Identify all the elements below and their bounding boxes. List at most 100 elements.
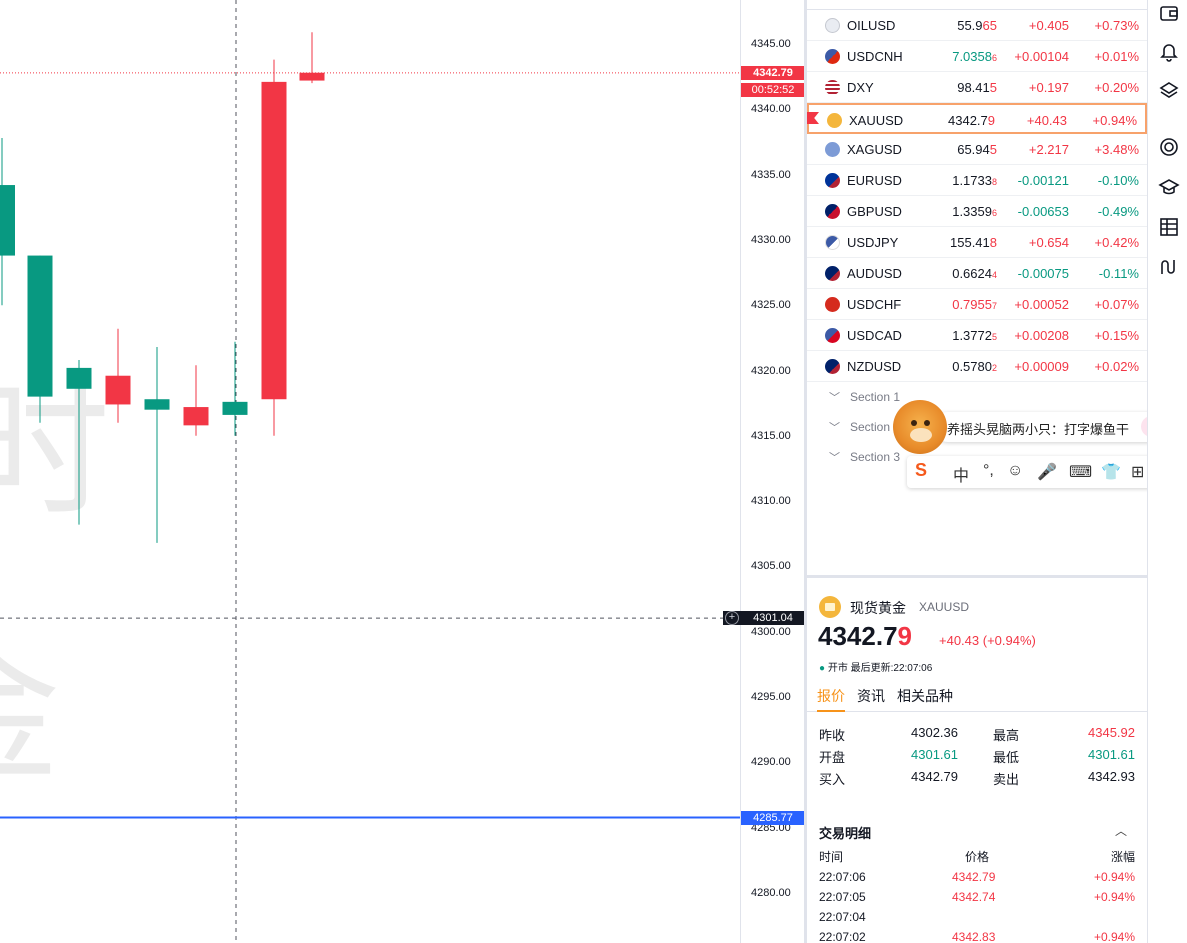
watchlist-change: +0.00009 (1014, 359, 1069, 374)
target-icon[interactable] (1158, 136, 1180, 158)
flag-marker-icon[interactable] (807, 112, 819, 124)
price-axis[interactable]: 4345.00 4340.00 4335.00 4330.00 4325.00 4320.… (723, 0, 805, 943)
watchlist-last-price: 0.79557 (952, 297, 997, 312)
trade-price: 4342.83 (952, 930, 996, 943)
trade-time: 22:07:06 (819, 870, 866, 884)
tab-quote[interactable]: 报价 (817, 686, 845, 712)
watchlist-section-1[interactable]: ﹀ Section 1 (807, 382, 1147, 412)
instrument-name: 现货黄金 (850, 600, 906, 616)
candle[interactable] (299, 32, 325, 84)
watchlist-section-2[interactable]: ﹀ Section 2 (807, 412, 1147, 442)
watchlist-row-xagusd[interactable]: XAGUSD 65.945 +2.217 +3.48% (807, 134, 1147, 165)
watchlist-change: -0.00653 (1017, 204, 1069, 219)
watchlist-change: +2.217 (1028, 142, 1069, 157)
layers-icon[interactable] (1158, 80, 1180, 102)
chinese-mode-icon[interactable]: 中 (953, 468, 970, 485)
horizontal-line-price-label: 4285.77 (741, 810, 805, 825)
watchlist-last-price: 1.37725 (952, 328, 997, 343)
emoji-icon[interactable]: ☺ (1007, 462, 1024, 479)
watchlist-row-gbpusd[interactable]: GBPUSD 1.33596 -0.00653 -0.49% (807, 196, 1147, 227)
watchlist-symbol: USDCNH (847, 49, 903, 64)
bell-icon[interactable] (1158, 40, 1180, 62)
trade-change-percent: +0.94% (1093, 870, 1135, 884)
section-label: Section 1 (850, 390, 901, 404)
skin-shirt-icon[interactable]: 👕 (1101, 464, 1121, 481)
chevron-up-icon[interactable]: ︿ (1114, 824, 1127, 838)
watchlist-row-eurusd[interactable]: EURUSD 1.17338 -0.00121 -0.10% (807, 165, 1147, 196)
watchlist-row-usdcnh[interactable]: USDCNH 7.03586 +0.00104 +0.01% (807, 41, 1147, 72)
price-tick-label: 4335.00 (751, 168, 791, 181)
us-flag-icon (825, 80, 840, 95)
bar-countdown-label: 00:52:52 (741, 82, 805, 97)
us-ca-flag-icon (825, 328, 840, 343)
candle[interactable] (183, 365, 209, 436)
watchlist-last-price: 4342.79 (948, 113, 995, 128)
price-tick-label: 4320.00 (751, 364, 791, 377)
watchlist-row-xauusd[interactable]: XAUUSD 4342.79 +40.43 +0.94% (807, 103, 1147, 134)
last-price-label: 4342.79 (741, 65, 805, 80)
watchlist-last-price: 65.945 (957, 142, 997, 157)
candlestick-chart[interactable]: 时 金 (0, 0, 740, 943)
tab-related[interactable]: 相关品种 (897, 688, 953, 704)
add-alert-plus-icon[interactable]: + (725, 611, 739, 626)
watchlist-row-oilusd[interactable]: OILUSD 55.965 +0.405 +0.73% (807, 10, 1147, 41)
punctuation-icon[interactable]: °, (983, 462, 994, 479)
watchlist-row-usdchf[interactable]: USDCHF 0.79557 +0.00052 +0.07% (807, 289, 1147, 320)
graduation-cap-icon[interactable] (1158, 176, 1180, 198)
tab-news[interactable]: 资讯 (857, 688, 885, 704)
gold-flag-icon (827, 113, 842, 128)
watchlist-change: +0.00104 (1014, 49, 1069, 64)
wallet-icon[interactable] (1158, 2, 1180, 24)
sogou-logo-icon[interactable]: S (915, 460, 928, 480)
price-tick-label: 4300.00 (751, 625, 791, 638)
watchlist-change: +0.00052 (1014, 297, 1069, 312)
watchlist-row-usdcad[interactable]: USDCAD 1.37725 +0.00208 +0.15% (807, 320, 1147, 351)
au-us-flag-icon (825, 266, 840, 281)
quote-value: 4342.93 (1088, 769, 1135, 784)
microphone-icon[interactable]: 🎤 (1037, 464, 1057, 481)
table-icon[interactable] (1158, 216, 1180, 238)
trade-change-percent: +0.94% (1093, 930, 1135, 943)
trade-price: 4342.79 (952, 870, 996, 884)
watchlist-row-audusd[interactable]: AUDUSD 0.66244 -0.00075 -0.11% (807, 258, 1147, 289)
price-tick-label: 4340.00 (751, 103, 791, 116)
trade-row: 22:07:02 4342.83 +0.94% (807, 928, 1147, 943)
candle[interactable] (261, 59, 287, 436)
market-status: ● 开市 最后更新:22:07:06 (819, 663, 933, 674)
watchlist-symbol: USDCAD (847, 328, 902, 343)
watchlist-last-price: 1.17338 (952, 173, 997, 188)
trade-price: 4342.74 (952, 890, 996, 904)
watchlist-section-3[interactable]: ﹀ Section 3 (807, 442, 1147, 472)
candle[interactable] (144, 346, 170, 543)
candle[interactable] (66, 360, 92, 525)
watchlist-change-percent: +0.01% (1094, 49, 1139, 64)
hamster-mascot-icon[interactable] (893, 400, 947, 454)
candle[interactable] (222, 341, 248, 436)
route-icon[interactable] (1158, 256, 1180, 278)
watchlist-row-usdjpy[interactable]: USDJPY 155.418 +0.654 +0.42% (807, 227, 1147, 258)
watchlist-change-percent: -0.11% (1098, 266, 1139, 281)
us-jp-flag-icon (825, 235, 840, 250)
candle[interactable] (0, 138, 15, 306)
chevron-down-icon: ﹀ (829, 452, 840, 464)
watchlist-last-price: 7.03586 (952, 49, 997, 64)
watchlist-row-nzdusd[interactable]: NZDUSD 0.57802 +0.00009 +0.02% (807, 351, 1147, 382)
watchlist-symbol: NZDUSD (847, 359, 902, 374)
watchlist-symbol: AUDUSD (847, 266, 902, 281)
symbol-details-panel: 现货黄金 XAUUSD 4342.79 +40.43 (+0.94%) ● 开市… (807, 575, 1147, 943)
price-tick-label: 4290.00 (751, 756, 791, 769)
watchlist-last-price: 155.418 (950, 235, 997, 250)
ime-tip-bubble[interactable]: 养摇头晃脑两小只：打字爆鱼干 换肤 (933, 412, 1185, 442)
keyboard-icon[interactable]: ⌨ (1069, 464, 1093, 481)
toolbox-icon[interactable]: ⊞ (1131, 464, 1145, 481)
col-time: 时间 (819, 850, 844, 864)
watchlist-symbol: XAUUSD (849, 113, 904, 128)
panel-divider[interactable] (804, 0, 807, 943)
candle[interactable] (27, 255, 53, 423)
col-pct: 涨幅 (1110, 850, 1135, 864)
chart-canvas[interactable] (0, 0, 740, 943)
watchlist-symbol: USDCHF (847, 297, 902, 312)
watchlist-row-dxy[interactable]: DXY 98.415 +0.197 +0.20% (807, 72, 1147, 103)
trade-change-percent: +0.94% (1093, 890, 1135, 904)
candle[interactable] (105, 328, 131, 423)
